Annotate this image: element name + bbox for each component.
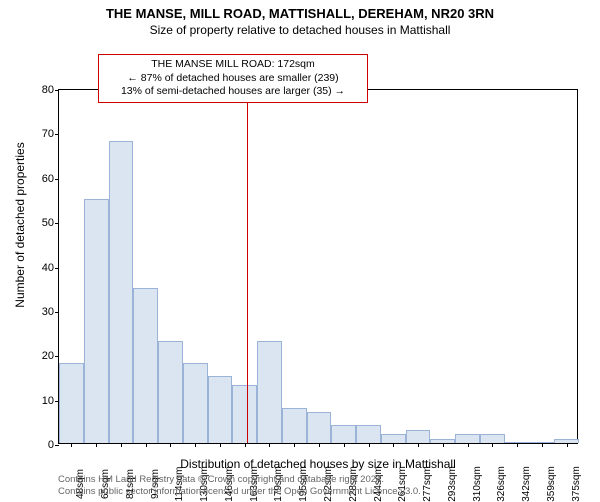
x-tick-label: 326sqm	[496, 466, 507, 502]
x-tick-mark	[269, 443, 270, 447]
y-tick-mark	[55, 179, 59, 180]
plot-area: 0102030405060708048sqm65sqm81sqm97sqm114…	[58, 89, 578, 444]
x-tick-mark	[71, 443, 72, 447]
chart-subtitle: Size of property relative to detached ho…	[0, 21, 600, 41]
annotation-line: ← 87% of detached houses are smaller (23…	[105, 72, 361, 86]
x-tick-label: 277sqm	[422, 466, 433, 502]
y-tick-label: 80	[29, 84, 54, 96]
x-tick-mark	[96, 443, 97, 447]
y-tick-label: 20	[29, 350, 54, 362]
x-tick-label: 293sqm	[447, 466, 458, 502]
x-tick-mark	[418, 443, 419, 447]
x-tick-mark	[121, 443, 122, 447]
x-tick-mark	[195, 443, 196, 447]
y-axis-label: Number of detached properties	[13, 125, 27, 325]
x-tick-mark	[245, 443, 246, 447]
x-tick-label: 342sqm	[521, 466, 532, 502]
y-tick-mark	[55, 356, 59, 357]
histogram-bar	[208, 376, 233, 443]
y-tick-label: 10	[29, 395, 54, 407]
x-tick-mark	[344, 443, 345, 447]
histogram-bar	[232, 385, 257, 443]
histogram-bar	[381, 434, 406, 443]
histogram-bar	[183, 363, 208, 443]
footer-line: Contains public sector information licen…	[58, 486, 421, 498]
x-tick-label: 375sqm	[571, 466, 582, 502]
x-tick-mark	[294, 443, 295, 447]
annotation-line: THE MANSE MILL ROAD: 172sqm	[105, 58, 361, 72]
y-tick-label: 40	[29, 262, 54, 274]
x-tick-label: 359sqm	[546, 466, 557, 502]
y-tick-label: 70	[29, 128, 54, 140]
x-tick-mark	[220, 443, 221, 447]
y-tick-mark	[55, 134, 59, 135]
histogram-bar	[282, 408, 307, 444]
x-tick-mark	[468, 443, 469, 447]
y-tick-mark	[55, 445, 59, 446]
x-tick-mark	[492, 443, 493, 447]
y-tick-label: 50	[29, 217, 54, 229]
y-tick-mark	[55, 312, 59, 313]
x-tick-mark	[542, 443, 543, 447]
histogram-bar	[480, 434, 505, 443]
histogram-bar	[109, 141, 134, 443]
footer-line: Contains HM Land Registry data © Crown c…	[58, 474, 421, 486]
y-tick-mark	[55, 268, 59, 269]
x-tick-mark	[369, 443, 370, 447]
x-tick-mark	[393, 443, 394, 447]
x-tick-mark	[517, 443, 518, 447]
footer-attribution: Contains HM Land Registry data © Crown c…	[58, 474, 421, 499]
chart-title: THE MANSE, MILL ROAD, MATTISHALL, DEREHA…	[0, 0, 600, 21]
y-tick-label: 30	[29, 306, 54, 318]
histogram-bar	[158, 341, 183, 443]
x-axis-label: Distribution of detached houses by size …	[58, 457, 578, 471]
annotation-line: 13% of semi-detached houses are larger (…	[105, 85, 361, 99]
histogram-bar	[59, 363, 84, 443]
reference-line	[247, 90, 248, 443]
histogram-bar	[331, 425, 356, 443]
x-tick-mark	[146, 443, 147, 447]
y-tick-label: 60	[29, 173, 54, 185]
histogram-bar	[84, 199, 109, 443]
histogram-bar	[406, 430, 431, 443]
histogram-bar	[257, 341, 282, 443]
histogram-bar	[455, 434, 480, 443]
y-tick-label: 0	[29, 439, 54, 451]
annotation-box: THE MANSE MILL ROAD: 172sqm ← 87% of det…	[98, 54, 368, 103]
histogram-bar	[133, 288, 158, 443]
x-tick-label: 310sqm	[472, 466, 483, 502]
y-tick-mark	[55, 223, 59, 224]
x-tick-mark	[567, 443, 568, 447]
histogram-bar	[356, 425, 381, 443]
x-tick-mark	[319, 443, 320, 447]
x-tick-mark	[443, 443, 444, 447]
x-tick-mark	[170, 443, 171, 447]
y-tick-mark	[55, 90, 59, 91]
histogram-bar	[307, 412, 332, 443]
